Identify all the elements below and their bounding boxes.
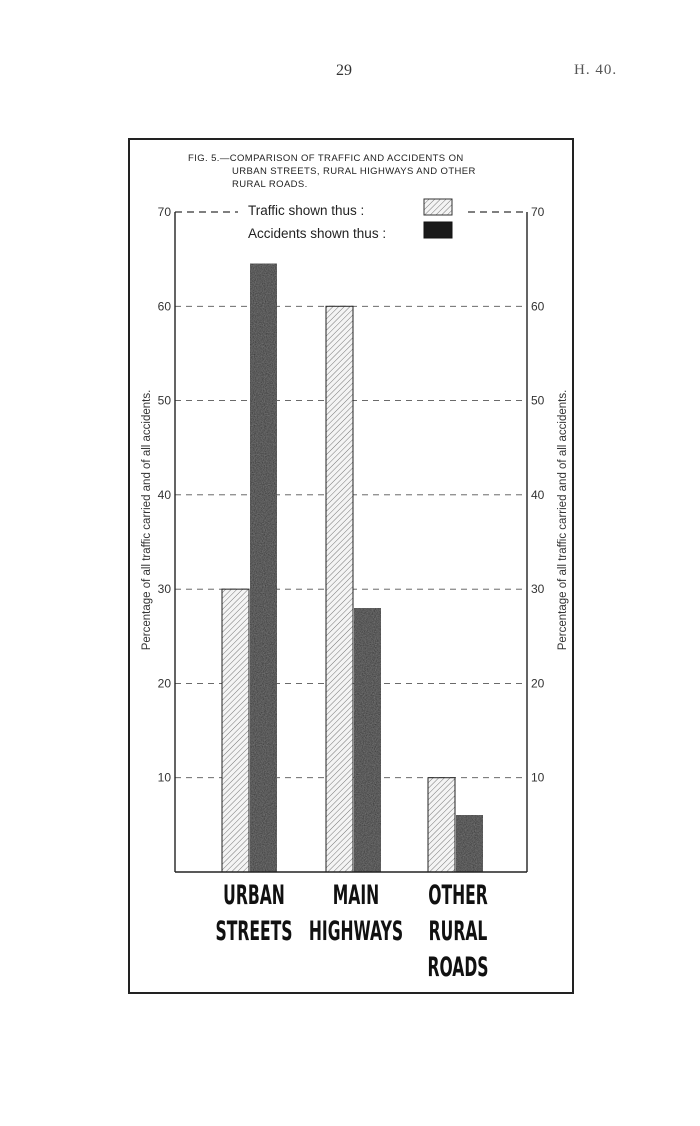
y-tick-left-60: 60 xyxy=(158,299,172,313)
figure-title-line-1: FIG. 5.—COMPARISON OF TRAFFIC AND ACCIDE… xyxy=(188,153,464,164)
category-label-1-1: HIGHWAYS xyxy=(309,917,403,948)
y-tick-left-30: 30 xyxy=(158,582,172,596)
y-tick-right-30: 30 xyxy=(531,582,545,596)
page-reference: H. 40. xyxy=(574,62,618,78)
category-labels: URBAN STREETS MAIN HIGHWAYS OTHER RURAL ROADS xyxy=(215,881,488,984)
legend: Traffic shown thus : Accidents shown thu… xyxy=(248,198,453,241)
figure-title-line-2: URBAN STREETS, RURAL HIGHWAYS AND OTHER xyxy=(232,166,476,177)
accidents-bar-0 xyxy=(249,263,278,873)
category-label-1-0: MAIN xyxy=(333,881,379,912)
y-tick-left-20: 20 xyxy=(158,676,172,690)
bars xyxy=(221,263,484,873)
category-label-2-0: OTHER xyxy=(428,881,488,912)
page-number: 29 xyxy=(336,62,352,79)
category-label-0-0: URBAN xyxy=(223,881,285,912)
y-tick-right-70: 70 xyxy=(531,205,545,219)
accidents-bar-1 xyxy=(353,607,382,873)
figure-frame xyxy=(128,138,574,994)
y-tick-right-20: 20 xyxy=(531,676,545,690)
category-label-0-1: STREETS xyxy=(215,917,292,948)
traffic-bar-2 xyxy=(427,777,456,873)
legend-traffic-label: Traffic shown thus : xyxy=(248,203,364,218)
y-tick-right-50: 50 xyxy=(531,394,545,408)
y-tick-left-40: 40 xyxy=(158,488,172,502)
y-axis-label-right: Percentage of all traffic carried and of… xyxy=(557,390,569,651)
y-tick-left-10: 10 xyxy=(158,771,172,785)
traffic-bar-1 xyxy=(325,305,354,873)
axes xyxy=(174,212,528,873)
y-tick-right-10: 10 xyxy=(531,771,545,785)
figure-title-line-3: RURAL ROADS. xyxy=(232,179,308,190)
y-tick-left-50: 50 xyxy=(158,394,172,408)
tick-labels: 10 10 20 20 30 30 40 40 50 50 60 60 70 70 xyxy=(158,205,545,785)
legend-accidents-label: Accidents shown thus : xyxy=(248,226,386,241)
y-tick-right-40: 40 xyxy=(531,488,545,502)
traffic-bar-0 xyxy=(221,588,250,873)
legend-accidents-swatch xyxy=(423,221,453,239)
category-label-2-1: RURAL xyxy=(429,917,488,948)
accidents-bar-2 xyxy=(455,814,484,873)
category-label-2-2: ROADS xyxy=(427,953,488,984)
figure-title: FIG. 5.—COMPARISON OF TRAFFIC AND ACCIDE… xyxy=(188,152,528,191)
y-tick-left-70: 70 xyxy=(158,205,172,219)
legend-traffic-swatch xyxy=(423,198,453,216)
y-tick-right-60: 60 xyxy=(531,299,545,313)
y-axis-label-left: Percentage of all traffic carried and of… xyxy=(141,390,153,651)
